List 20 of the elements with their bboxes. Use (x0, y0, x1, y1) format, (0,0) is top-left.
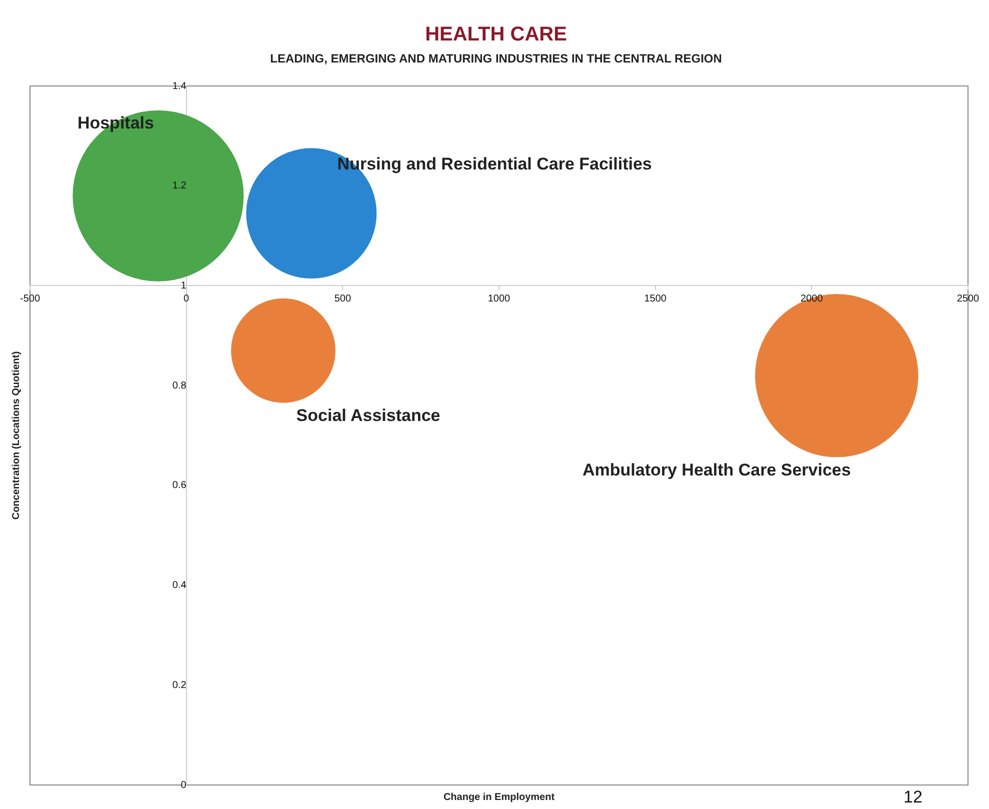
y-tick-label: 0.2 (172, 680, 187, 691)
x-tick-label: 1500 (644, 293, 667, 304)
chart-subtitle: LEADING, EMERGING AND MATURING INDUSTRIES IN THE CENTRAL REGION (270, 51, 722, 66)
chart-title: HEALTH CARE (425, 24, 567, 46)
x-tick-label: -500 (20, 293, 40, 304)
y-tick-label: 0.6 (172, 480, 187, 492)
x-axis-title: Change in Employment (443, 792, 556, 803)
x-tick-label: 1000 (488, 293, 511, 304)
y-tick-label: 1 (180, 280, 187, 292)
y-tick-label: 0.8 (172, 380, 187, 392)
series-label: Social Assistance (296, 406, 440, 426)
y-tick-label: 0 (180, 780, 187, 791)
x-tick-label: 2500 (956, 293, 980, 304)
series-label: Ambulatory Health Care Services (582, 460, 851, 480)
y-tick-label: 1.2 (172, 180, 187, 192)
text: 12 (904, 788, 922, 807)
x-tick-label: 500 (334, 293, 352, 304)
y-tick-label: 0.4 (172, 580, 187, 592)
y-axis-title: Concentration (Locations Quotient) (10, 351, 22, 520)
y-tick-label: 1.4 (172, 80, 187, 92)
